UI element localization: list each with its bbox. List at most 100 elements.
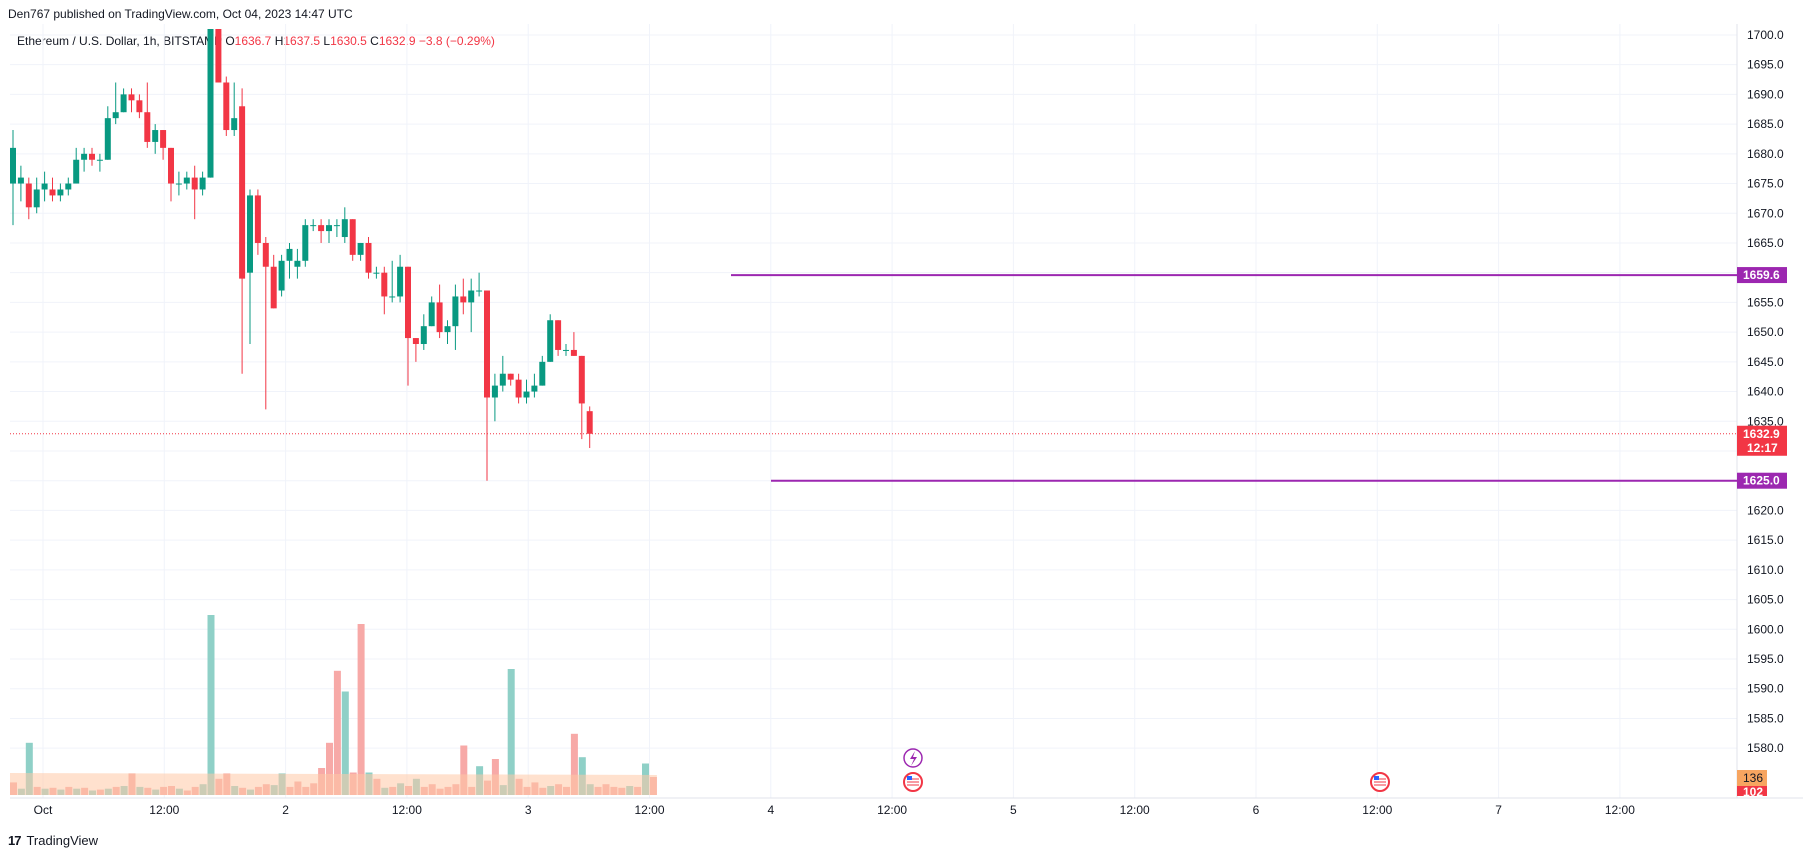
candle-body <box>349 219 356 255</box>
tradingview-logo-icon: 17 <box>8 833 22 848</box>
level-price-tag <box>1737 267 1787 284</box>
candle-body <box>25 183 32 208</box>
candle-body <box>215 29 222 83</box>
candle-body <box>270 266 277 309</box>
candle-body <box>357 242 364 255</box>
high-label: H <box>274 34 284 48</box>
current-price-tag <box>1737 425 1787 456</box>
horizontal-levels[interactable] <box>10 274 1737 482</box>
candle-body <box>10 147 16 184</box>
candle-body <box>57 189 64 196</box>
candle-body <box>294 260 301 267</box>
volume-bar <box>333 670 341 795</box>
volume-bar <box>25 742 33 795</box>
candle-body <box>160 130 167 148</box>
x-tick-label: 6 <box>1253 803 1260 817</box>
candle-body <box>112 112 119 119</box>
candle-body <box>499 373 506 386</box>
candle-body <box>365 242 372 273</box>
x-tick-label: 12:00 <box>877 803 907 817</box>
volume-bar <box>460 745 468 795</box>
current-price-label: 1632.9 <box>1743 427 1780 441</box>
volume-bar <box>341 691 349 795</box>
volume-ma-tag <box>1737 770 1767 786</box>
volume-tag <box>1737 786 1767 796</box>
x-tick-label: 3 <box>525 803 532 817</box>
x-tick-label: Oct <box>34 803 53 817</box>
candle-body <box>175 183 182 185</box>
candle-body <box>168 147 174 184</box>
flag-canton <box>907 776 912 780</box>
x-tick-label: 4 <box>767 803 774 817</box>
low-label: L <box>323 34 331 48</box>
y-tick-label: 1590.0 <box>1747 682 1784 696</box>
brand-name: TradingView <box>26 833 99 848</box>
candle-body <box>81 153 88 160</box>
candle-body <box>231 118 238 131</box>
candle-body <box>373 272 380 274</box>
candle-body <box>531 385 538 392</box>
footer-brand[interactable]: 17 TradingView <box>8 833 98 848</box>
candle-body <box>302 225 309 261</box>
volume-bars <box>10 615 657 795</box>
candle-body <box>570 349 577 356</box>
candle-body <box>460 296 467 303</box>
y-tick-label: 1700.0 <box>1747 28 1784 42</box>
open-value: 1636.7 <box>234 34 272 48</box>
candle-body <box>397 266 404 297</box>
candle-body <box>191 177 198 190</box>
candle-body <box>341 219 348 238</box>
y-tick-label: 1600.0 <box>1747 622 1784 636</box>
candle-body <box>73 159 80 184</box>
candle-body <box>333 225 340 227</box>
y-tick-label: 1645.0 <box>1747 355 1784 369</box>
published-line: Den767 published on TradingView.com, Oct… <box>8 7 353 21</box>
candle-body <box>444 326 451 333</box>
candle-body <box>96 159 103 161</box>
x-tick-label: 12:00 <box>1605 803 1635 817</box>
candle-body <box>144 112 151 142</box>
y-tick-label: 1670.0 <box>1747 206 1784 220</box>
change-value: −3.8 (−0.29%) <box>418 34 495 48</box>
candle-body <box>515 379 522 398</box>
candle-body <box>239 106 246 279</box>
candle-body <box>286 248 293 261</box>
x-tick-label: 12:00 <box>392 803 422 817</box>
candle-body <box>428 302 435 327</box>
low-value: 1630.5 <box>330 34 367 48</box>
y-tick-label: 1635.0 <box>1747 414 1784 428</box>
candle-body <box>578 355 585 404</box>
y-tick-label: 1665.0 <box>1747 236 1784 250</box>
volume-label: 102 <box>1743 785 1763 799</box>
candle-body <box>136 100 143 113</box>
candle-body <box>89 153 95 160</box>
countdown-label: 12:17 <box>1747 441 1778 455</box>
candle-body <box>310 225 317 227</box>
volume-bar <box>326 742 333 795</box>
candle-body <box>539 361 546 386</box>
candle-body <box>262 242 269 267</box>
x-tick-label: 5 <box>1010 803 1017 817</box>
candle-body <box>476 290 483 292</box>
x-tick-label: 7 <box>1495 803 1502 817</box>
time-axis[interactable]: Oct 12:00 2 12:00 3 12:00 4 12:00 5 12:00 6 12:00 7 1… <box>34 803 1636 817</box>
price-axis[interactable]: 1580.0 1585.0 1590.0 1595.0 1600.0 1605.0 1610… <box>1737 28 1787 799</box>
volume-bar <box>570 733 578 795</box>
level-price-label: 1625.0 <box>1743 474 1780 488</box>
y-tick-label: 1655.0 <box>1747 295 1784 309</box>
event-markers[interactable] <box>903 748 1390 792</box>
candle-body <box>254 195 261 243</box>
candle-body <box>412 338 419 345</box>
symbol-legend: Ethereum / U.S. Dollar, 1h, BITSTAMP O16… <box>17 34 495 48</box>
candle-body <box>318 225 325 232</box>
candle-body <box>152 130 159 142</box>
candle-body <box>405 266 411 339</box>
candle-body <box>507 373 514 380</box>
candle-body <box>120 94 127 113</box>
candle-body <box>278 260 285 291</box>
flag-canton <box>1374 776 1379 780</box>
candle-body <box>563 349 569 351</box>
y-tick-label: 1610.0 <box>1747 563 1784 577</box>
candle-body <box>586 411 593 434</box>
